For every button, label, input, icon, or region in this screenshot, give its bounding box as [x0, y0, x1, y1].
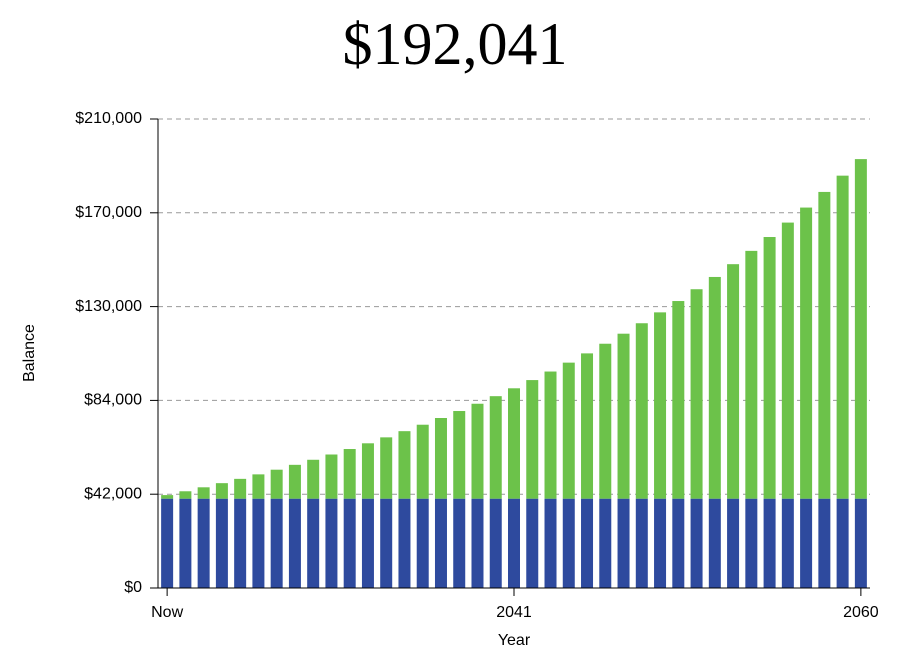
bar-segment	[179, 491, 192, 499]
bar-segment	[234, 478, 247, 499]
bar-segment	[635, 323, 648, 499]
bar-segment	[708, 498, 721, 588]
bar-segment	[544, 498, 557, 588]
bar-segment	[854, 159, 867, 499]
y-tick-label: $42,000	[84, 485, 142, 502]
bar-segment	[453, 498, 466, 588]
bar-segment	[617, 498, 630, 588]
bar-segment	[453, 411, 466, 499]
bar-segment	[252, 498, 265, 588]
x-tick-label: Now	[151, 604, 183, 621]
bar-segment	[508, 388, 520, 499]
bar-segment	[672, 498, 685, 588]
bar-segment	[599, 343, 612, 499]
bar-segment	[544, 371, 557, 499]
chart-title: $192,041	[343, 11, 568, 77]
bar-segment	[215, 498, 228, 588]
bar-segment	[581, 498, 594, 588]
bar-segment	[398, 431, 411, 499]
bar-segment	[416, 498, 429, 588]
bar-segment	[380, 437, 393, 499]
bar-segment	[325, 454, 338, 499]
bar-segment	[197, 487, 210, 499]
bar-segment	[161, 495, 174, 499]
bar-segment	[471, 498, 484, 588]
x-axis-label: Year	[498, 632, 531, 649]
bar-segment	[434, 418, 447, 499]
bar-segment	[708, 276, 721, 499]
bar-segment	[361, 498, 374, 588]
bar-segment	[836, 498, 849, 588]
bar-segment	[343, 498, 356, 588]
bar-segment	[361, 443, 374, 499]
y-tick-label: $0	[124, 579, 142, 596]
bar-segment	[745, 498, 758, 588]
bar-segment	[800, 498, 813, 588]
bar-segment	[745, 250, 758, 499]
y-tick-label: $170,000	[75, 204, 142, 221]
bar-segment	[763, 237, 776, 499]
bar-segment	[288, 498, 301, 588]
bar-segment	[854, 498, 867, 588]
bar-segment	[781, 498, 794, 588]
bar-segment	[380, 498, 393, 588]
bar-segment	[471, 403, 484, 499]
bar-segment	[270, 469, 283, 499]
y-tick-label: $130,000	[75, 298, 142, 315]
bar-segment	[161, 498, 174, 588]
bar-segment	[398, 498, 411, 588]
bar-segment	[781, 222, 794, 499]
y-tick-label: $210,000	[75, 110, 142, 127]
bar-segment	[270, 498, 283, 588]
bar-segment	[599, 498, 612, 588]
bar-segment	[672, 301, 685, 499]
bar-segment	[307, 498, 320, 588]
bar-segment	[252, 474, 265, 499]
bar-segment	[508, 498, 520, 588]
y-axis-label: Balance	[21, 324, 38, 382]
bar-segment	[818, 191, 831, 499]
bar-segment	[288, 464, 301, 499]
bar-segment	[562, 362, 575, 499]
bar-segment	[526, 498, 539, 588]
bar-segment	[489, 396, 502, 499]
bar-segment	[179, 498, 192, 588]
bar-segment	[727, 498, 740, 588]
bar-segment	[234, 498, 247, 588]
bar-segment	[215, 483, 228, 499]
bar-segment	[307, 459, 320, 499]
bar-segment	[690, 289, 703, 499]
bar-segment	[800, 207, 813, 499]
bar-segment	[416, 424, 429, 499]
bar-segment	[343, 449, 356, 499]
bar-segment	[434, 498, 447, 588]
bar-segment	[489, 498, 502, 588]
bar-segment	[763, 498, 776, 588]
bar-segment	[654, 498, 667, 588]
bar-segment	[690, 498, 703, 588]
x-tick-label: 2041	[496, 604, 532, 621]
bar-segment	[654, 312, 667, 499]
bar-segment	[562, 498, 575, 588]
bar-segment	[325, 498, 338, 588]
bar-segment	[635, 498, 648, 588]
bar-segment	[526, 380, 539, 499]
bar-segment	[581, 353, 594, 499]
bar-segment	[617, 333, 630, 499]
x-tick-label: 2060	[843, 604, 879, 621]
bar-segment	[818, 498, 831, 588]
bar-segment	[197, 498, 210, 588]
bar-segment	[836, 175, 849, 499]
y-tick-label: $84,000	[84, 392, 142, 409]
bar-segment	[727, 264, 740, 499]
